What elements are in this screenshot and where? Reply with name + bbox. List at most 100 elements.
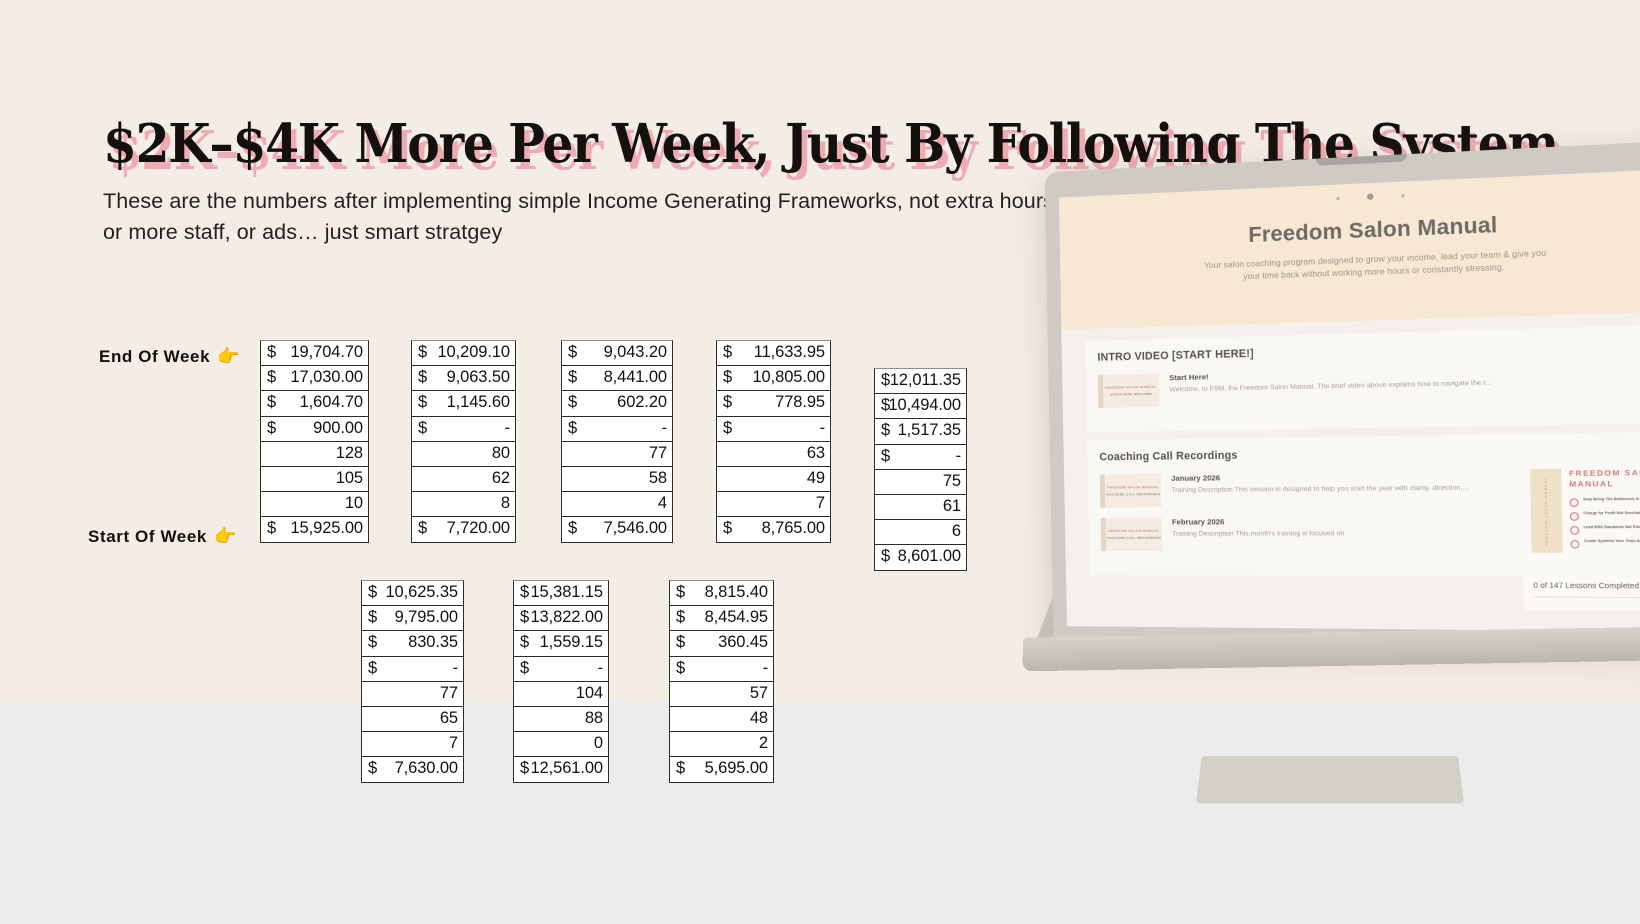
- spreadsheet-cell[interactable]: 105: [261, 467, 368, 493]
- spreadsheet-cell[interactable]: $ -: [670, 657, 773, 682]
- webcam-icon: [1367, 193, 1374, 200]
- spreadsheet-cell[interactable]: 104: [514, 682, 608, 707]
- spreadsheet-cell[interactable]: $10,494.00: [875, 394, 966, 420]
- laptop-mockup: Freedom Salon Manual Your salon coaching…: [925, 139, 1640, 843]
- spreadsheet-cell[interactable]: 4: [562, 492, 672, 518]
- spreadsheet-cell[interactable]: $778.95: [717, 391, 830, 417]
- spreadsheet-cell[interactable]: $7,720.00: [412, 517, 515, 543]
- currency-symbol: $: [723, 519, 733, 538]
- spreadsheet-cell[interactable]: $1,559.15: [514, 631, 608, 657]
- cell-value: 9,043.20: [603, 343, 668, 361]
- currency-symbol: $: [267, 343, 277, 361]
- page-title: $2K–$4K More Per Week, Just By Following…: [103, 118, 1640, 178]
- spreadsheet-cell[interactable]: 63: [717, 442, 830, 467]
- spreadsheet-cell[interactable]: 2: [670, 732, 773, 758]
- spreadsheet-cell[interactable]: $10,625.35: [362, 581, 463, 607]
- spreadsheet-cell[interactable]: $9,043.20: [562, 341, 672, 367]
- spreadsheet-cell[interactable]: $8,454.95: [670, 606, 773, 632]
- spreadsheet-cell[interactable]: $9,795.00: [362, 606, 463, 632]
- spreadsheet-cell[interactable]: $1,145.60: [412, 391, 515, 417]
- spreadsheet-cell[interactable]: $830.35: [362, 631, 463, 657]
- currency-symbol: $: [881, 446, 891, 465]
- list-item[interactable]: FREEDOM SALON MANUAL START HERE WELCOME …: [1097, 361, 1640, 409]
- course-subtitle: Your salon coaching program designed to …: [1203, 248, 1547, 282]
- cell-value: 1,145.60: [446, 393, 511, 412]
- cell-value: 57: [749, 683, 768, 702]
- spreadsheet-cell[interactable]: $8,441.00: [562, 366, 672, 392]
- spreadsheet-cell[interactable]: $ -: [717, 417, 830, 442]
- cell-value: 10,209.10: [437, 343, 510, 361]
- spreadsheet-cell[interactable]: 0: [514, 732, 608, 758]
- page-subtitle: These are the numbers after implementing…: [103, 189, 1061, 244]
- spreadsheet-cell[interactable]: 80: [412, 442, 515, 467]
- spreadsheet-cell[interactable]: $7,546.00: [562, 517, 672, 543]
- cell-value: 0: [593, 734, 603, 753]
- spreadsheet-cell[interactable]: $13,822.00: [514, 606, 608, 632]
- spreadsheet-cell[interactable]: $ -: [875, 445, 966, 470]
- cell-value: 19,704.70: [290, 343, 363, 361]
- spreadsheet-cell[interactable]: $10,805.00: [717, 366, 830, 392]
- currency-symbol: $: [676, 583, 686, 601]
- spreadsheet-cell[interactable]: $8,815.40: [670, 581, 773, 607]
- spreadsheet-cell[interactable]: 61: [875, 495, 966, 521]
- spreadsheet-cell[interactable]: 6: [875, 520, 966, 546]
- cell-value: 1,517.35: [897, 421, 962, 440]
- spreadsheet-cell[interactable]: $900.00: [261, 417, 368, 442]
- cell-value: 63: [806, 443, 825, 462]
- spreadsheet-cell[interactable]: $ -: [412, 417, 515, 442]
- spreadsheet-cell[interactable]: 62: [412, 467, 515, 493]
- laptop-screen: Freedom Salon Manual Your salon coaching…: [1058, 167, 1640, 633]
- spreadsheet-cell[interactable]: 65: [362, 707, 463, 733]
- spreadsheet-cell[interactable]: 77: [562, 442, 672, 467]
- spreadsheet-cell[interactable]: $8,601.00: [875, 545, 966, 571]
- lesson-thumbnail: FREEDOM SALON MANUAL COACHING CALL RECOR…: [1099, 473, 1162, 508]
- spreadsheet-cell[interactable]: 49: [717, 467, 830, 493]
- card-spine: FREEDOM SALON MANUAL: [1529, 468, 1563, 553]
- spreadsheet-cell[interactable]: $ -: [362, 657, 463, 682]
- spreadsheet-cell[interactable]: $11,633.95: [717, 341, 830, 367]
- spreadsheet-cell[interactable]: $10,209.10: [412, 341, 515, 367]
- spreadsheet-cell[interactable]: 7: [717, 492, 830, 518]
- spreadsheet-cell[interactable]: $1,517.35: [875, 419, 966, 445]
- currency-symbol: $: [368, 608, 378, 627]
- spreadsheet-cell[interactable]: $ -: [562, 417, 672, 442]
- spreadsheet-cell[interactable]: $5,695.00: [670, 757, 773, 783]
- spreadsheet-cell[interactable]: $8,765.00: [717, 517, 830, 543]
- spreadsheet-cell[interactable]: 7: [362, 732, 463, 758]
- spreadsheet-cell[interactable]: 8: [412, 492, 515, 518]
- cell-value: -: [452, 658, 459, 677]
- spreadsheet-cell[interactable]: $9,063.50: [412, 366, 515, 392]
- currency-symbol: $: [520, 583, 530, 601]
- spreadsheet-cell[interactable]: $15,925.00: [261, 517, 368, 543]
- cell-value: 7,546.00: [603, 519, 668, 538]
- spreadsheet-cell[interactable]: 88: [514, 707, 608, 733]
- benefit-text: Stop Being The Bottleneck In Your Own Bu…: [1582, 496, 1640, 502]
- cell-value: -: [955, 446, 962, 465]
- spreadsheet-cell[interactable]: $15,381.15: [514, 581, 608, 607]
- spreadsheet-cell[interactable]: 58: [562, 467, 672, 493]
- spreadsheet-cell[interactable]: 48: [670, 707, 773, 733]
- spreadsheet-cell[interactable]: $ -: [514, 657, 608, 682]
- spreadsheet-cell[interactable]: $12,561.00: [514, 757, 608, 783]
- spreadsheet-cell[interactable]: 75: [875, 470, 966, 495]
- spreadsheet-cell[interactable]: $19,704.70: [261, 341, 368, 367]
- spreadsheet-cell[interactable]: $12,011.35: [875, 369, 966, 395]
- cell-value: -: [597, 658, 604, 677]
- spreadsheet-cell[interactable]: 57: [670, 682, 773, 707]
- spreadsheet-cell[interactable]: 10: [261, 492, 368, 518]
- cell-value: 105: [335, 468, 363, 487]
- spreadsheet-cell[interactable]: 77: [362, 682, 463, 707]
- spreadsheet-cell[interactable]: 128: [261, 442, 368, 467]
- list-item: Create Systems Your Team Actually Follow: [1570, 539, 1640, 549]
- currency-symbol: $: [676, 608, 686, 627]
- spreadsheet-cell[interactable]: $360.45: [670, 631, 773, 657]
- spreadsheet-cell[interactable]: $1,604.70: [261, 391, 368, 417]
- currency-symbol: $: [568, 368, 578, 387]
- spreadsheet-cell[interactable]: $17,030.00: [261, 366, 368, 392]
- spreadsheet-cell[interactable]: $7,630.00: [362, 757, 463, 783]
- currency-symbol: $: [723, 343, 733, 361]
- spreadsheet-cell[interactable]: $602.20: [562, 391, 672, 417]
- currency-symbol: $: [881, 547, 891, 566]
- cell-value: 61: [942, 496, 961, 515]
